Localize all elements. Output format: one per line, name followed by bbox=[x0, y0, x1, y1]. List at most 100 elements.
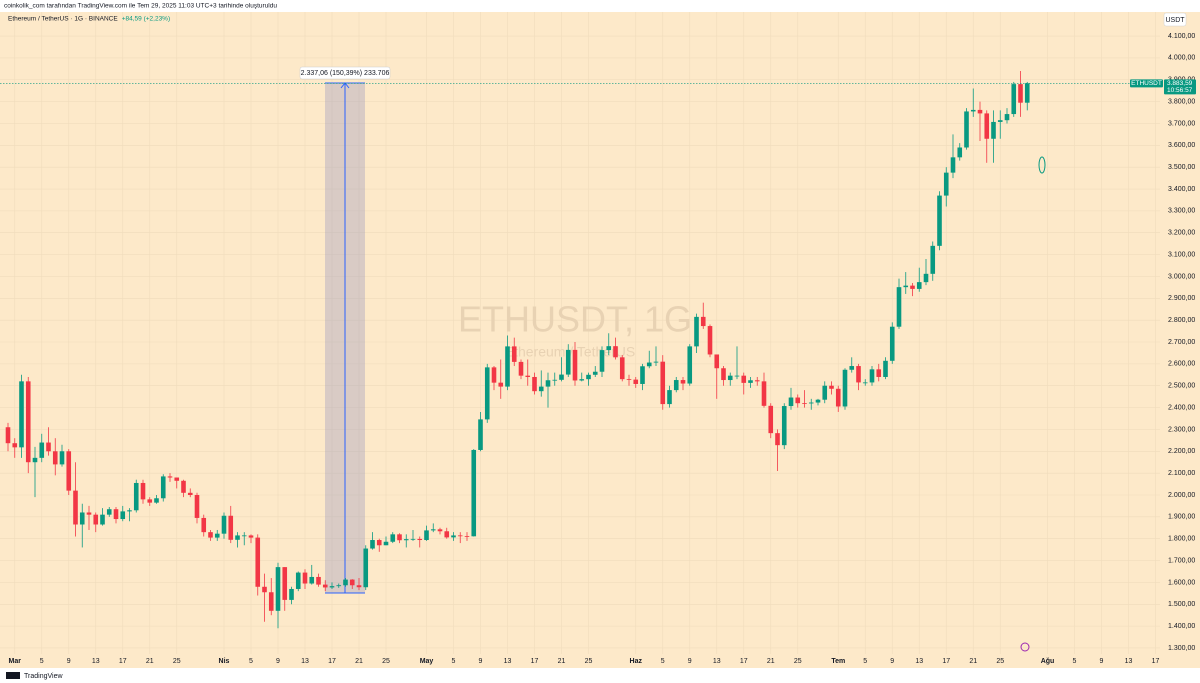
x-tick-label: 13 bbox=[713, 658, 721, 665]
currency: USDT bbox=[1165, 17, 1185, 24]
candle-body bbox=[511, 346, 517, 362]
candle-body bbox=[471, 449, 477, 537]
y-tick-label: 2.700,00 bbox=[1168, 339, 1195, 346]
candle-body bbox=[444, 531, 450, 538]
candle-body bbox=[991, 121, 996, 139]
x-tick-label: 13 bbox=[504, 658, 512, 665]
candle-body bbox=[532, 376, 537, 392]
x-tick-label: 17 bbox=[328, 658, 336, 665]
candle-body bbox=[167, 476, 173, 478]
candle-body bbox=[25, 381, 31, 463]
candle-body bbox=[572, 349, 578, 381]
candle-body bbox=[370, 540, 375, 549]
y-tick-label: 2.000,00 bbox=[1168, 492, 1195, 499]
candle-body bbox=[282, 567, 288, 600]
candle-body bbox=[241, 535, 247, 537]
x-tick-label: 25 bbox=[996, 658, 1004, 665]
x-tick-label: Mar bbox=[9, 658, 22, 665]
candle-body bbox=[498, 382, 504, 387]
x-tick-label: 17 bbox=[1152, 658, 1160, 665]
measure-label-box bbox=[299, 66, 391, 80]
candle-body bbox=[660, 361, 666, 405]
candle-body bbox=[579, 379, 585, 381]
candle-body bbox=[815, 399, 821, 403]
y-tick-label: 2.100,00 bbox=[1168, 470, 1195, 477]
y-tick-label: 1.400,00 bbox=[1168, 623, 1195, 630]
y-tick-label: 1.600,00 bbox=[1168, 579, 1195, 586]
y-tick-label: 2.800,00 bbox=[1168, 317, 1195, 324]
candle-body bbox=[997, 120, 1003, 122]
candle-body bbox=[295, 572, 301, 589]
candle-body bbox=[356, 585, 362, 588]
candle-body bbox=[835, 388, 841, 407]
x-tick-label: 13 bbox=[92, 658, 100, 665]
candle-body bbox=[349, 579, 355, 586]
candle-body bbox=[626, 379, 632, 380]
x-tick-label: 5 bbox=[863, 658, 867, 665]
y-tick-label: 3.300,00 bbox=[1168, 208, 1195, 215]
candle-body bbox=[619, 357, 625, 380]
candle-body bbox=[403, 539, 409, 541]
candle-body bbox=[187, 492, 193, 495]
candle-body bbox=[525, 375, 531, 377]
candle-body bbox=[73, 490, 78, 525]
x-tick-label: 5 bbox=[249, 658, 253, 665]
candle-body bbox=[127, 510, 132, 512]
candle-body bbox=[383, 541, 389, 546]
y-tick-label: 3.100,00 bbox=[1168, 251, 1195, 258]
candle-body bbox=[707, 326, 713, 355]
y-tick-label: 2.900,00 bbox=[1168, 295, 1195, 302]
candle-body bbox=[52, 451, 58, 465]
candle-body bbox=[559, 374, 564, 380]
candle-body bbox=[646, 362, 652, 367]
candle-body bbox=[32, 457, 38, 463]
y-tick-label: 2.600,00 bbox=[1168, 361, 1195, 368]
x-tick-label: 9 bbox=[276, 658, 280, 665]
candle-body bbox=[727, 375, 733, 381]
candle-body bbox=[950, 157, 956, 173]
candle-body bbox=[79, 512, 85, 525]
candle-body bbox=[484, 367, 490, 420]
candle-body bbox=[464, 536, 470, 537]
x-tick-label: 9 bbox=[1100, 658, 1104, 665]
candle-body bbox=[1011, 84, 1017, 115]
candle-body bbox=[505, 346, 510, 387]
legend-change: +84,59 (+2,23%) bbox=[122, 16, 170, 23]
candle-body bbox=[768, 405, 774, 434]
candle-body bbox=[397, 534, 402, 541]
y-tick-label: 4.100,00 bbox=[1168, 33, 1195, 40]
candle-body bbox=[673, 380, 679, 391]
candle-body bbox=[943, 172, 949, 196]
candle-body bbox=[19, 381, 24, 448]
y-tick-label: 3.000,00 bbox=[1168, 273, 1195, 280]
candle-body bbox=[849, 366, 855, 370]
candle-body bbox=[289, 588, 294, 600]
candle-body bbox=[59, 451, 65, 465]
candle-body bbox=[633, 379, 639, 384]
candle-body bbox=[586, 374, 591, 380]
x-tick-label: 13 bbox=[1125, 658, 1133, 665]
candle-body bbox=[86, 512, 92, 515]
last-price-label: 3.883,59 bbox=[1167, 80, 1193, 87]
x-tick-label: 9 bbox=[688, 658, 692, 665]
candle-body bbox=[565, 349, 571, 375]
candle-body bbox=[181, 480, 186, 493]
candle-body bbox=[39, 442, 45, 458]
x-tick-label: 17 bbox=[942, 658, 950, 665]
candle-body bbox=[781, 406, 787, 446]
candle-body bbox=[822, 385, 828, 400]
x-tick-label: 13 bbox=[915, 658, 923, 665]
y-tick-label: 3.800,00 bbox=[1168, 98, 1195, 105]
measure-label: 2.337,06 (150,39%) 233.706 bbox=[301, 70, 390, 77]
candle-body bbox=[1024, 83, 1030, 103]
candle-body bbox=[309, 576, 315, 584]
x-tick-label: 25 bbox=[585, 658, 593, 665]
y-tick-label: 3.200,00 bbox=[1168, 230, 1195, 237]
candle-body bbox=[599, 350, 605, 372]
candle-body bbox=[160, 476, 166, 499]
candle-body bbox=[734, 375, 740, 377]
x-tick-label: 17 bbox=[740, 658, 748, 665]
candle-body bbox=[100, 514, 105, 525]
candle-body bbox=[5, 427, 11, 444]
candle-body bbox=[916, 282, 922, 289]
